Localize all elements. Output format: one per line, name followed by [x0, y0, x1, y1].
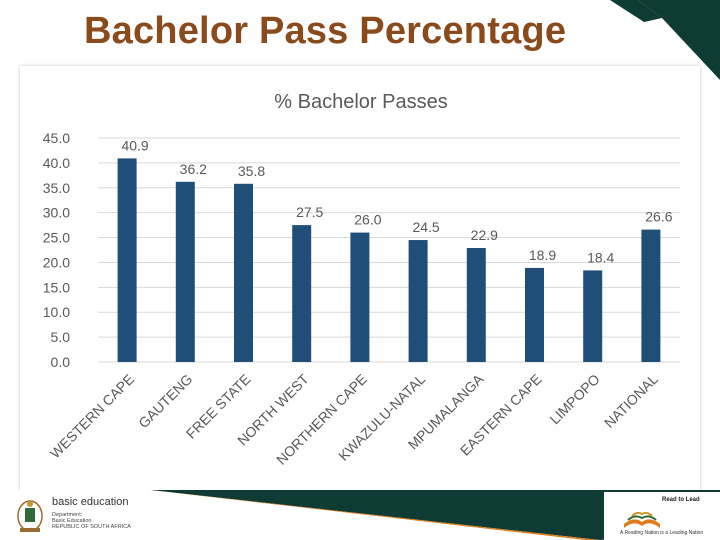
brand-line-3: REPUBLIC OF SOUTH AFRICA	[52, 524, 131, 530]
footer-decoration	[0, 490, 720, 540]
y-tick-label: 45.0	[43, 130, 70, 146]
bar-chart: % Bachelor Passes 0.0 5.0 10.0 15.0 20.0 25.0…	[43, 91, 680, 468]
corner-decoration	[610, 0, 720, 80]
data-label: 24.5	[412, 219, 439, 235]
read-to-lead-title: Read to Lead	[662, 497, 700, 503]
gridlines	[98, 137, 680, 363]
bar	[175, 181, 195, 362]
y-tick-label: 20.0	[43, 254, 70, 270]
y-axis-ticks: 0.0 5.0 10.0 15.0 20.0 25.0 30.0 35.0 40.0 45.0	[43, 130, 70, 370]
brand-line-2: Basic Education	[52, 518, 92, 524]
y-tick-label: 15.0	[43, 279, 70, 295]
chart-title: % Bachelor Passes	[274, 91, 447, 113]
open-book-icon	[624, 511, 660, 528]
bar	[350, 232, 370, 362]
data-label: 40.9	[121, 137, 148, 153]
x-tick-label: WESTERN CAPE	[47, 371, 138, 462]
footer	[0, 490, 720, 540]
data-label: 26.0	[354, 212, 381, 228]
bar	[525, 267, 544, 362]
bar	[641, 229, 661, 362]
data-labels: 40.9 36.2 35.8 27.5 26.0 24.5 22.9 18.9 18.4 26.6	[121, 137, 672, 265]
read-to-lead-tagline: A Reading Nation is a Leading Nation	[620, 530, 704, 536]
data-label: 35.8	[238, 163, 265, 179]
x-tick-label: LIMPOPO	[546, 371, 603, 428]
brand-line-1: Department:	[52, 512, 83, 518]
coat-of-arms-icon	[17, 500, 43, 532]
bar	[234, 183, 253, 362]
data-label: 26.6	[645, 209, 672, 225]
data-label: 18.4	[587, 249, 614, 265]
y-tick-label: 10.0	[43, 304, 70, 320]
data-label: 22.9	[471, 227, 498, 243]
chart-panel: % Bachelor Passes 0.0 5.0 10.0 15.0 20.0 25.0…	[20, 66, 700, 490]
bars	[117, 158, 661, 362]
x-tick-label: GAUTENG	[135, 371, 195, 431]
y-tick-label: 35.0	[43, 180, 70, 196]
brand-name: basic education	[52, 496, 129, 508]
bar	[117, 158, 137, 362]
bar	[408, 240, 428, 362]
data-label: 27.5	[296, 204, 323, 220]
y-tick-label: 25.0	[43, 230, 70, 246]
data-label: 36.2	[180, 161, 207, 177]
y-tick-label: 5.0	[51, 329, 71, 345]
y-tick-label: 30.0	[43, 205, 70, 221]
bar	[292, 225, 312, 362]
y-tick-label: 0.0	[51, 354, 71, 370]
y-tick-label: 40.0	[43, 155, 70, 171]
bar	[466, 248, 486, 362]
bar	[583, 270, 603, 362]
x-tick-label: NATIONAL	[601, 371, 661, 431]
data-label: 18.9	[529, 247, 556, 263]
slide-title: Bachelor Pass Percentage	[84, 10, 567, 52]
